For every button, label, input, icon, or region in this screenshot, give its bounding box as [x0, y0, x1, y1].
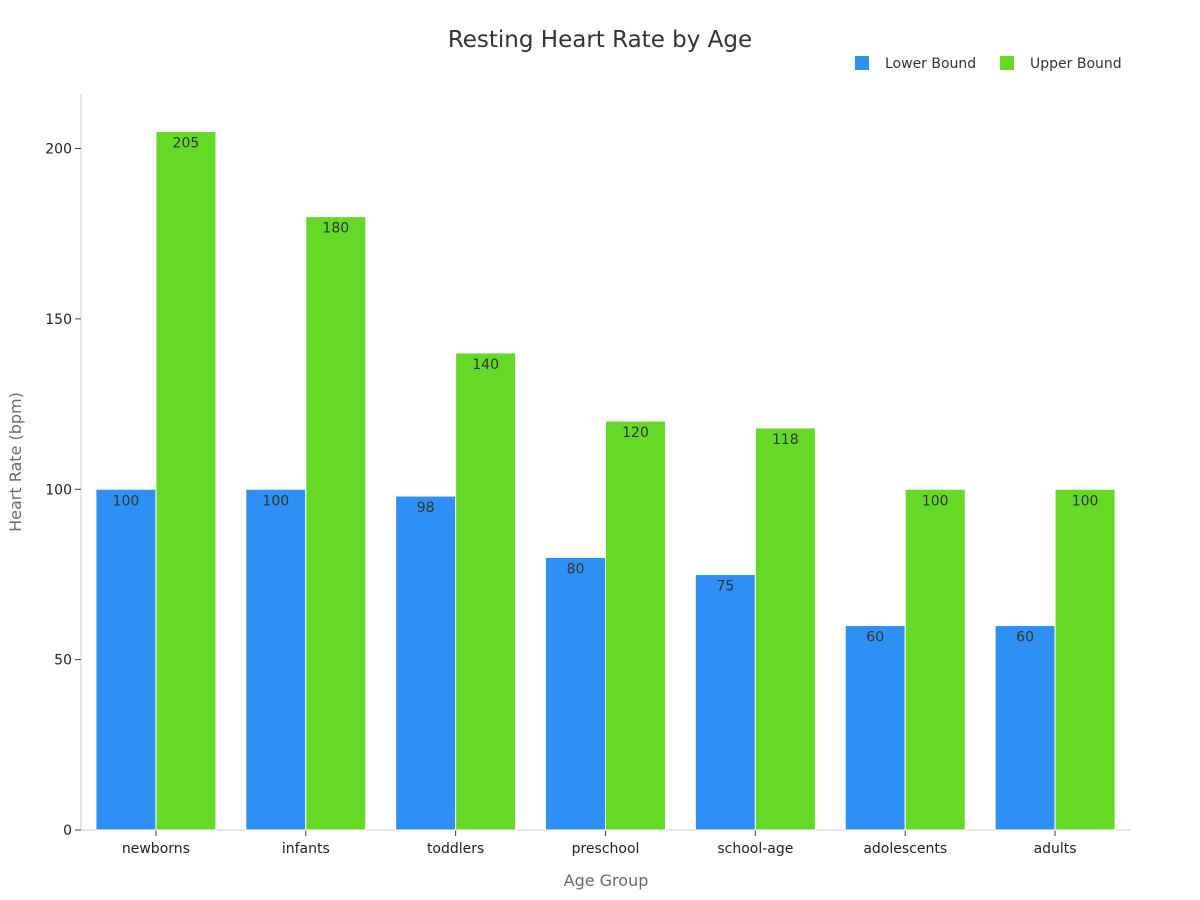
- y-axis: 0 50 100 150 200: [45, 94, 82, 839]
- chart-title: Resting Heart Rate by Age: [448, 27, 752, 53]
- bar-upper-school-age: [754, 427, 816, 831]
- x-tick-label: infants: [282, 841, 330, 857]
- bar-upper-toddlers: [455, 352, 517, 831]
- bar-lower-preschool: [545, 556, 606, 831]
- x-axis: newborns infants toddlers preschool school-a…: [81, 829, 1130, 857]
- x-tick-label: adults: [1034, 841, 1077, 857]
- bar-upper-newborns: [155, 130, 217, 831]
- bar-value-label: 75: [716, 578, 734, 594]
- legend-label: Lower Bound: [885, 56, 976, 72]
- bar-upper-adolescents: [904, 488, 966, 831]
- y-tick-label: 50: [54, 653, 72, 669]
- legend-label: Upper Bound: [1030, 56, 1122, 72]
- bar-labels: 100 205 100 180 98 140 80 120 75 118 60 100 60 100: [113, 135, 1099, 645]
- bar-lower-school-age: [694, 573, 756, 831]
- bar-value-label: 118: [772, 432, 799, 448]
- bar-value-label: 180: [322, 221, 349, 237]
- y-tick-label: 200: [45, 142, 72, 158]
- bar-lower-newborns: [95, 488, 157, 831]
- bar-value-label: 100: [922, 493, 949, 509]
- bar-upper-adults: [1054, 488, 1116, 831]
- x-tick-label: adolescents: [863, 841, 947, 857]
- bar-upper-preschool: [605, 420, 666, 831]
- bar-value-label: 80: [567, 561, 585, 577]
- x-tick-label: newborns: [122, 841, 190, 857]
- y-tick-label: 150: [45, 312, 72, 328]
- bar-value-label: 100: [113, 493, 140, 509]
- x-tick-label: school-age: [717, 841, 793, 857]
- x-tick-label: preschool: [572, 841, 640, 857]
- bar-value-label: 120: [622, 425, 649, 441]
- legend-swatch: [855, 56, 869, 70]
- y-axis-title: Heart Rate (bpm): [6, 392, 25, 532]
- bar-lower-adults: [994, 625, 1056, 831]
- bar-value-label: 140: [472, 357, 499, 373]
- bar-value-label: 60: [866, 630, 884, 646]
- legend-swatch: [1000, 56, 1014, 70]
- x-tick-label: toddlers: [427, 841, 484, 857]
- y-tick-label: 0: [63, 823, 72, 839]
- bar-value-label: 60: [1016, 630, 1034, 646]
- bar-upper-infants: [305, 216, 367, 831]
- bar-value-label: 205: [173, 135, 200, 151]
- legend: Lower Bound Upper Bound: [855, 56, 1122, 72]
- x-axis-title: Age Group: [564, 871, 649, 890]
- bar-lower-adolescents: [844, 625, 906, 831]
- bar-lower-toddlers: [395, 495, 457, 831]
- bars: [95, 130, 1116, 831]
- bar-value-label: 100: [262, 493, 289, 509]
- y-tick-label: 100: [45, 482, 72, 498]
- bar-lower-infants: [245, 488, 307, 831]
- bar-value-label: 100: [1072, 493, 1099, 509]
- bar-value-label: 98: [417, 500, 435, 516]
